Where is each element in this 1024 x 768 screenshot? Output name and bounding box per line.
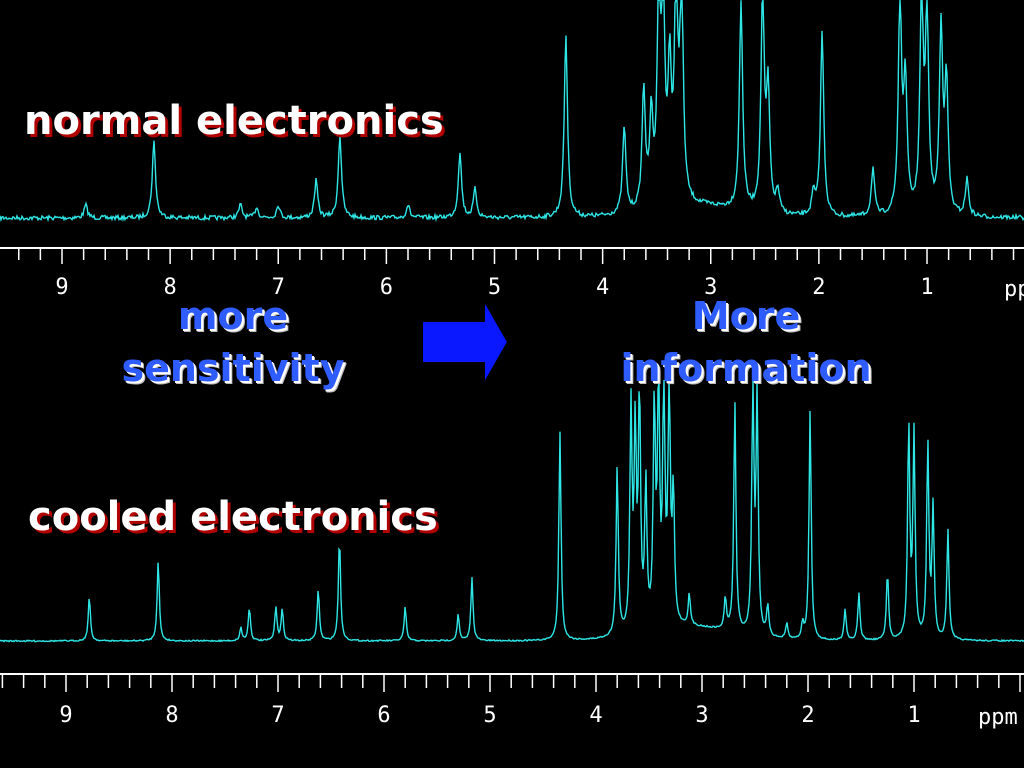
more-information-line1: More [691,294,801,338]
tick-label: 9 [59,703,72,728]
tick-label: 7 [271,703,284,728]
right-arrow-icon [421,296,510,388]
more-sensitivity-label: more sensitivity [98,290,368,394]
top-axis-unit-label: ppm [1004,277,1024,302]
more-sensitivity-line1: more [177,294,289,338]
tick-label: 2 [801,703,814,728]
top-spectrum: 9 8 7 6 5 4 3 2 1 ppm [0,0,1024,302]
more-sensitivity-line2: sensitivity [121,346,345,390]
tick-label: 1 [920,275,933,300]
top-spectrum-trace [0,0,1024,223]
tick-label: 4 [596,275,609,300]
bottom-axis-unit-label: ppm [978,705,1018,730]
bottom-spectrum-title: cooled electronics [28,494,438,540]
tick-label: 1 [907,703,920,728]
tick-label: 8 [164,275,177,300]
tick-label: 9 [55,275,68,300]
bottom-spectrum: 9 8 7 6 5 4 3 2 1 ppm [0,379,1024,730]
more-information-label: More information [596,290,896,394]
top-axis-ticks: 9 8 7 6 5 4 3 2 1 [18,248,1015,300]
tick-label: 4 [589,703,602,728]
bottom-axis-ticks: 9 8 7 6 5 4 3 2 1 [1,674,1021,728]
top-spectrum-title: normal electronics [24,98,444,144]
tick-label: 6 [380,275,393,300]
tick-label: 6 [377,703,390,728]
tick-label: 5 [483,703,496,728]
more-information-line2: information [620,346,872,390]
tick-label: 5 [488,275,501,300]
tick-label: 8 [165,703,178,728]
tick-label: 7 [272,275,285,300]
bottom-spectrum-trace [0,379,1024,643]
tick-label: 3 [695,703,708,728]
tick-label: 2 [812,275,825,300]
tick-label: 3 [704,275,717,300]
